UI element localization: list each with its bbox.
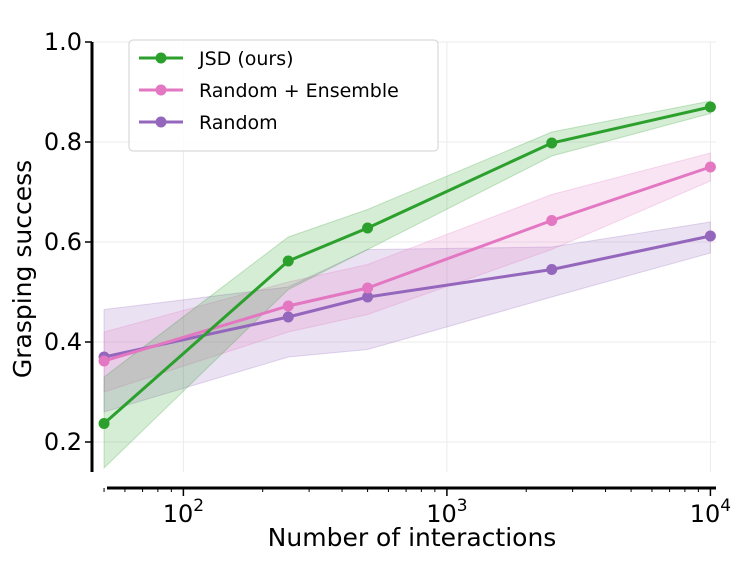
data-point xyxy=(362,291,374,303)
x-tick-exponent: 3 xyxy=(457,496,468,516)
x-tick-base: 10 xyxy=(163,500,194,528)
confidence-bands xyxy=(103,100,711,470)
y-tick-label: 0.6 xyxy=(44,228,82,256)
x-tick-base: 10 xyxy=(426,500,457,528)
data-point xyxy=(282,300,294,312)
x-tick-exponent: 2 xyxy=(193,496,204,516)
data-point xyxy=(98,355,110,367)
legend-swatch-marker xyxy=(155,116,167,128)
legend-swatch-marker xyxy=(155,84,167,96)
legend-label: JSD (ours) xyxy=(198,48,294,70)
data-point xyxy=(282,255,294,267)
data-point xyxy=(704,101,716,113)
data-point xyxy=(546,264,558,275)
data-point xyxy=(546,137,558,149)
legend-label: Random xyxy=(199,112,278,134)
x-tick-label: 104 xyxy=(690,496,731,528)
data-point xyxy=(98,418,110,429)
series-lines xyxy=(98,101,716,429)
x-tick-base: 10 xyxy=(690,500,721,528)
y-tick-label: 0.2 xyxy=(44,428,82,456)
data-point xyxy=(362,222,374,234)
x-tick-label: 103 xyxy=(426,496,467,528)
confidence-band-2 xyxy=(103,100,711,470)
data-point xyxy=(704,230,716,242)
legend: JSD (ours) Random + Ensemble Random xyxy=(128,39,439,152)
data-point xyxy=(362,282,374,294)
legend-box xyxy=(128,39,439,152)
legend-label: Random + Ensemble xyxy=(199,80,399,102)
x-tick-label: 102 xyxy=(163,496,204,528)
data-point xyxy=(282,311,294,323)
legend-swatch-marker xyxy=(155,52,167,64)
y-tick-label: 1.0 xyxy=(44,28,82,56)
y-tick-label: 0.4 xyxy=(44,328,82,356)
x-tick-exponent: 4 xyxy=(720,496,731,516)
y-tick-label: 0.8 xyxy=(44,128,82,156)
data-point xyxy=(704,161,716,173)
y-axis-label: Grasping success xyxy=(8,160,37,378)
x-axis-label: Number of interactions xyxy=(268,523,557,552)
data-point xyxy=(546,215,558,226)
